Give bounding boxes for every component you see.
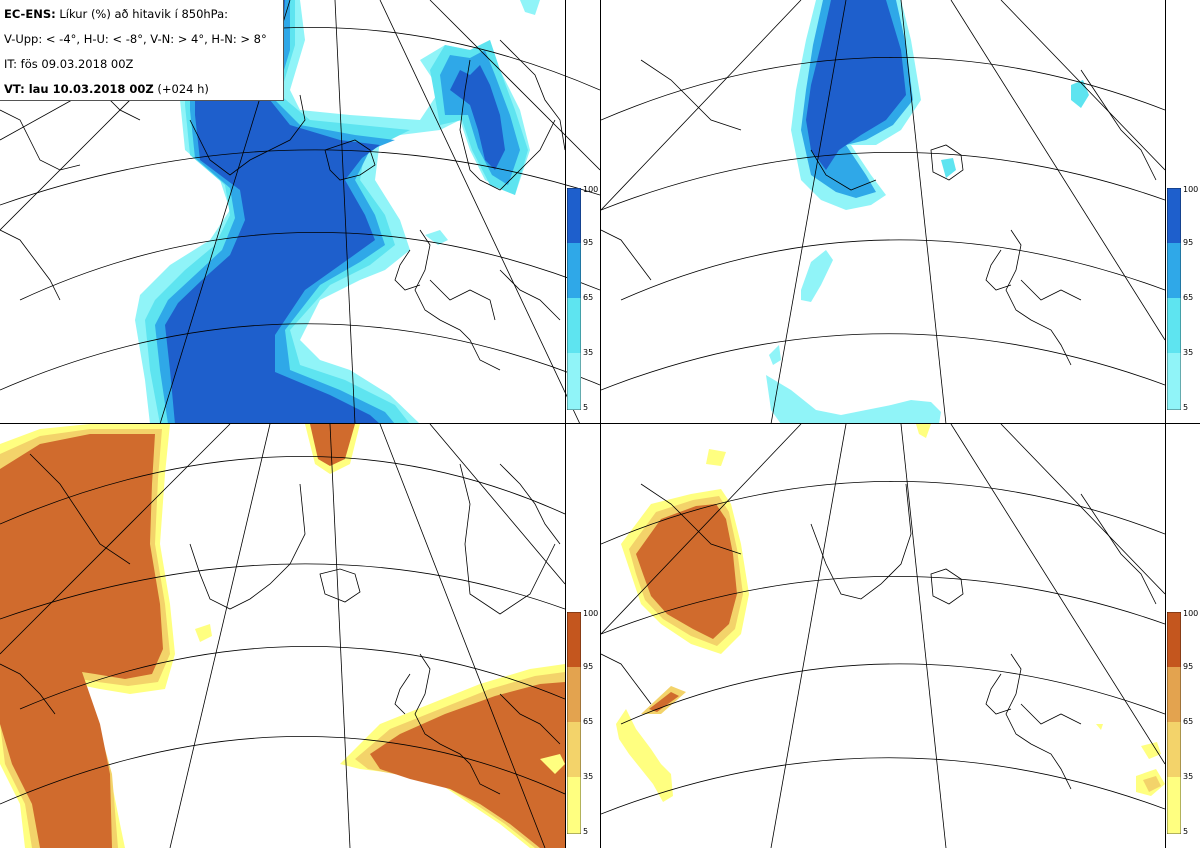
probability-field <box>0 424 565 848</box>
colorbar-tick-65: 65 <box>583 717 594 726</box>
colorbar-cold-right: 100 95 65 35 5 <box>1167 185 1200 412</box>
colorbar-tick-35: 35 <box>1183 348 1194 357</box>
probability-field <box>616 424 1165 802</box>
coastlines <box>601 483 1157 790</box>
title-description: Líkur (%) að hitavik í 850hPa: <box>55 7 229 21</box>
model-name: EC-ENS: <box>4 7 56 21</box>
colorbar-tick-95: 95 <box>1183 662 1194 671</box>
panel-divider-left <box>565 0 566 848</box>
colorbar-tick-100: 100 <box>1183 185 1199 194</box>
colorbar-tick-100: 100 <box>583 609 599 618</box>
colorbar-tick-100: 100 <box>583 185 599 194</box>
colorbar-tick-95: 95 <box>583 238 594 247</box>
valid-time: VT: lau 10.03.2018 00Z <box>4 82 154 96</box>
legend-title-box: EC-ENS: Líkur (%) að hitavik í 850hPa: V… <box>0 0 284 101</box>
graticule <box>601 0 1165 424</box>
colorbar-tick-35: 35 <box>583 772 594 781</box>
map-cold-4 <box>0 0 600 424</box>
probability-field <box>135 0 540 424</box>
coastlines <box>601 59 1157 366</box>
colorbar-cold-left: 100 95 65 35 5 <box>567 185 601 412</box>
colorbar-tick-35: 35 <box>583 348 594 357</box>
colorbar-tick-95: 95 <box>1183 238 1194 247</box>
threshold-legend: V-Upp: < -4°, H-U: < -8°, V-N: > 4°, H-N… <box>4 32 267 46</box>
colorbar-tick-5: 5 <box>1183 827 1189 836</box>
panel-divider-horizontal <box>0 423 1200 424</box>
graticule <box>601 424 1165 848</box>
colorbar-tick-65: 65 <box>1183 293 1194 302</box>
panel-divider-far-right <box>1165 0 1166 848</box>
colorbar-tick-65: 65 <box>1183 717 1194 726</box>
lead-time: (+024 h) <box>153 82 209 96</box>
colorbar-tick-5: 5 <box>583 827 589 836</box>
probability-field <box>766 0 1089 424</box>
map-cold-8 <box>601 0 1165 424</box>
panel-warm-4 <box>0 424 565 848</box>
map-warm-4 <box>0 424 565 848</box>
colorbar-tick-5: 5 <box>1183 403 1189 412</box>
initial-time: IT: fös 09.03.2018 00Z <box>4 57 134 71</box>
colorbar-tick-5: 5 <box>583 403 589 412</box>
graticule <box>0 0 600 424</box>
panel-cold-8 <box>601 0 1165 424</box>
colorbar-tick-65: 65 <box>583 293 594 302</box>
colorbar-warm-left: 100 95 65 35 5 <box>567 609 601 836</box>
panel-warm-8 <box>601 424 1165 848</box>
panel-divider-right <box>600 0 601 848</box>
colorbar-tick-35: 35 <box>1183 772 1194 781</box>
graticule <box>0 424 565 848</box>
panel-cold-4: EC-ENS: Líkur (%) að hitavik í 850hPa: V… <box>0 0 600 424</box>
coastlines <box>0 453 561 795</box>
colorbar-tick-100: 100 <box>1183 609 1199 618</box>
colorbar-warm-right: 100 95 65 35 5 <box>1167 609 1200 836</box>
colorbar-tick-95: 95 <box>583 662 594 671</box>
map-warm-8 <box>601 424 1165 848</box>
